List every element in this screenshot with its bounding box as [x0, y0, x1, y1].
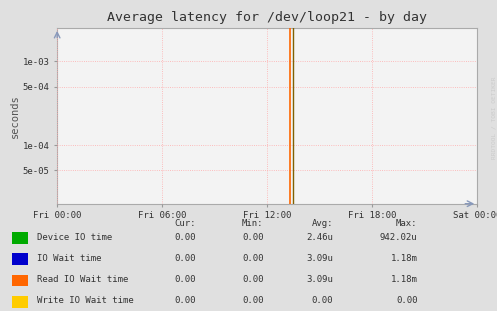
Text: 1.18m: 1.18m	[391, 275, 417, 284]
Text: 0.00: 0.00	[175, 233, 196, 242]
Text: 0.00: 0.00	[175, 254, 196, 263]
Text: 2.46u: 2.46u	[306, 233, 333, 242]
Text: Read IO Wait time: Read IO Wait time	[37, 275, 129, 284]
Text: 3.09u: 3.09u	[306, 254, 333, 263]
Text: 1.18m: 1.18m	[391, 254, 417, 263]
Text: Min:: Min:	[242, 219, 263, 228]
Text: 3.09u: 3.09u	[306, 275, 333, 284]
Text: 0.00: 0.00	[242, 254, 263, 263]
Text: 0.00: 0.00	[242, 296, 263, 305]
Text: IO Wait time: IO Wait time	[37, 254, 102, 263]
Text: Write IO Wait time: Write IO Wait time	[37, 296, 134, 305]
Text: 0.00: 0.00	[175, 275, 196, 284]
Text: Cur:: Cur:	[175, 219, 196, 228]
Text: Avg:: Avg:	[312, 219, 333, 228]
Y-axis label: seconds: seconds	[10, 94, 20, 138]
Text: Device IO time: Device IO time	[37, 233, 112, 242]
Title: Average latency for /dev/loop21 - by day: Average latency for /dev/loop21 - by day	[107, 11, 427, 24]
Text: Max:: Max:	[396, 219, 417, 228]
Text: 0.00: 0.00	[242, 233, 263, 242]
Text: 0.00: 0.00	[175, 296, 196, 305]
Text: 0.00: 0.00	[242, 275, 263, 284]
Text: 942.02u: 942.02u	[380, 233, 417, 242]
Text: RRDTOOL / TOBI OETIKER: RRDTOOL / TOBI OETIKER	[491, 77, 496, 160]
Text: 0.00: 0.00	[396, 296, 417, 305]
Text: 0.00: 0.00	[312, 296, 333, 305]
